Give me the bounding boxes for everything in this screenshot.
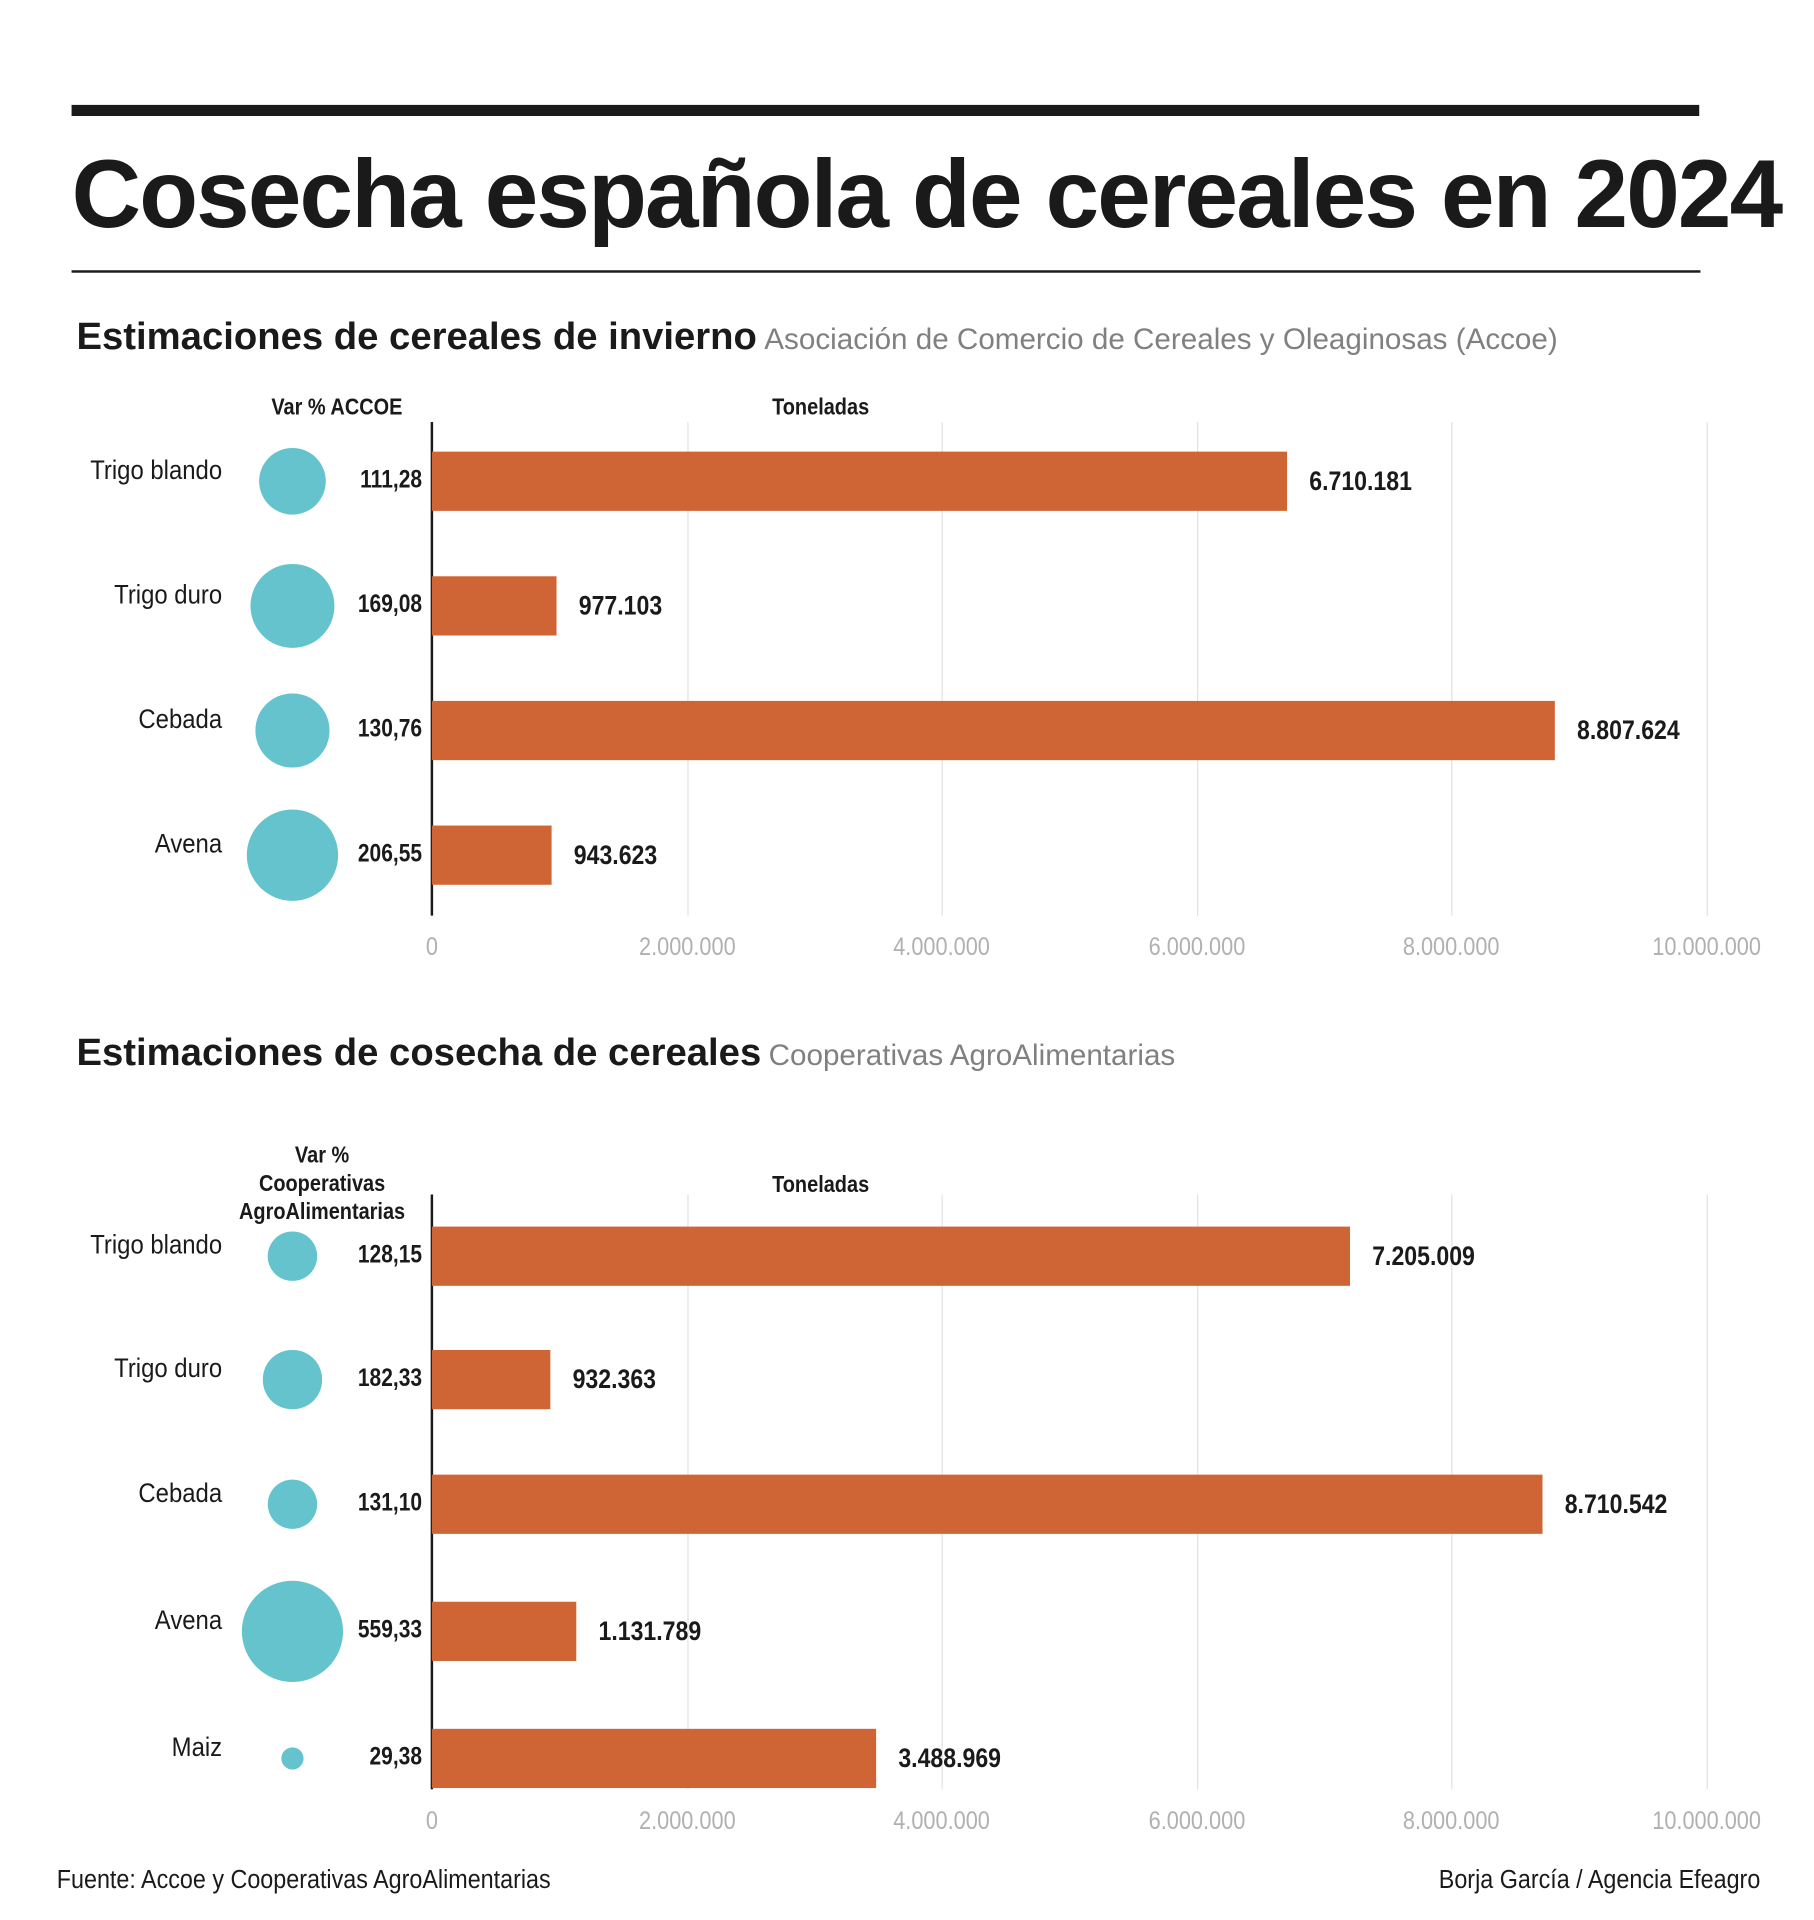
var-pct-bubble <box>241 1580 344 1683</box>
var-pct-label: 131,10 <box>357 1489 423 1517</box>
bar-value-label: 3.488.969 <box>898 1742 1002 1774</box>
var-pct-label: 111,28 <box>360 466 423 494</box>
tick-label: 4.000.000 <box>893 1807 991 1835</box>
footer-credit: Borja García / Agencia Efeagro <box>1438 1865 1760 1895</box>
bar <box>431 1601 577 1661</box>
bar-value-label: 8.807.624 <box>1576 714 1680 746</box>
bar-value-label: 8.710.542 <box>1564 1488 1668 1520</box>
tick-label: 6.000.000 <box>1148 1807 1246 1835</box>
tick-label: 6.000.000 <box>1148 934 1246 962</box>
var-pct-bubble <box>255 693 330 768</box>
var-pct-label: 29,38 <box>369 1743 423 1771</box>
bar-value-label: 977.103 <box>578 589 663 621</box>
gridline <box>686 422 689 916</box>
bar <box>431 1728 877 1789</box>
var-pct-bubble <box>268 1231 317 1281</box>
gridline <box>1451 422 1453 916</box>
bar <box>431 576 557 636</box>
x-axis-label: Toneladas <box>772 1172 870 1199</box>
var-pct-label: 559,33 <box>357 1616 423 1644</box>
gridline <box>1706 422 1708 916</box>
var-pct-bubble <box>280 1746 305 1771</box>
tick-label: 8.000.000 <box>1403 1807 1500 1835</box>
category-label: Avena <box>154 1604 223 1636</box>
tick-label: 0 <box>425 934 438 962</box>
bar <box>431 825 553 885</box>
tick-label: 8.000.000 <box>1403 934 1500 962</box>
tick-label: 10.000.000 <box>1652 1807 1761 1835</box>
x-axis-label: Toneladas <box>772 394 870 421</box>
category-label: Avena <box>154 828 223 859</box>
bar-value-label: 7.205.009 <box>1372 1240 1476 1272</box>
tick-label: 4.000.000 <box>893 934 991 962</box>
bar-value-label: 932.363 <box>572 1363 657 1395</box>
bar-value-label: 6.710.181 <box>1309 465 1413 497</box>
category-label: Cebada <box>138 1477 223 1508</box>
var-pct-label: 206,55 <box>357 840 423 868</box>
title-divider <box>71 270 1701 273</box>
tick-label: 0 <box>425 1807 438 1835</box>
tick-label: 2.000.000 <box>638 1807 736 1835</box>
bar <box>431 700 1555 761</box>
gridline <box>941 422 944 916</box>
page-title: Cosecha española de cereales en 2024 <box>71 139 1784 249</box>
category-label: Cebada <box>138 703 223 735</box>
var-pct-label: 169,08 <box>357 591 423 619</box>
tick-label: 2.000.000 <box>638 934 736 962</box>
var-pct-bubble <box>267 1479 318 1529</box>
category-label: Trigo duro <box>114 578 223 610</box>
chart-title-text: Estimaciones de cosecha de cereales <box>76 1030 762 1074</box>
category-label: Trigo blando <box>90 454 223 485</box>
category-label: Trigo duro <box>114 1352 223 1384</box>
bubble-header: Var % ACCOE <box>271 394 403 421</box>
bar-value-label: 1.131.789 <box>598 1615 702 1647</box>
var-pct-bubble <box>258 447 327 516</box>
tick-label: 10.000.000 <box>1652 934 1761 962</box>
chart-source-label: Cooperativas AgroAlimentarias <box>768 1039 1176 1073</box>
var-pct-label: 130,76 <box>357 715 423 743</box>
y-axis-line <box>430 1194 433 1790</box>
y-axis-line <box>430 422 433 916</box>
gridline <box>1706 1194 1708 1790</box>
bar <box>431 1226 1351 1286</box>
footer-source: Fuente: Accoe y Cooperativas AgroAliment… <box>56 1865 551 1895</box>
chart-source-label: Asociación de Comercio de Cereales y Ole… <box>764 323 1558 357</box>
var-pct-label: 182,33 <box>357 1364 423 1392</box>
var-pct-bubble <box>246 809 339 902</box>
gridline <box>1196 422 1198 916</box>
bar <box>431 451 1288 511</box>
chart-title: Estimaciones de cereales de invierno Asoc… <box>77 315 1558 359</box>
bubble-header: Var % Cooperativas AgroAlimentarias <box>239 1142 406 1226</box>
bar <box>431 1349 551 1410</box>
chart-title-text: Estimaciones de cereales de invierno <box>76 314 757 358</box>
top-bar <box>71 104 1700 116</box>
category-label: Trigo blando <box>90 1229 223 1260</box>
var-pct-bubble <box>250 564 335 648</box>
bar <box>431 1474 1543 1534</box>
var-pct-label: 128,15 <box>357 1241 423 1269</box>
bar-value-label: 943.623 <box>574 839 658 870</box>
chart-title: Estimaciones de cosecha de cereales Coope… <box>77 1030 1176 1074</box>
category-label: Maiz <box>171 1731 223 1763</box>
var-pct-bubble <box>263 1350 322 1409</box>
